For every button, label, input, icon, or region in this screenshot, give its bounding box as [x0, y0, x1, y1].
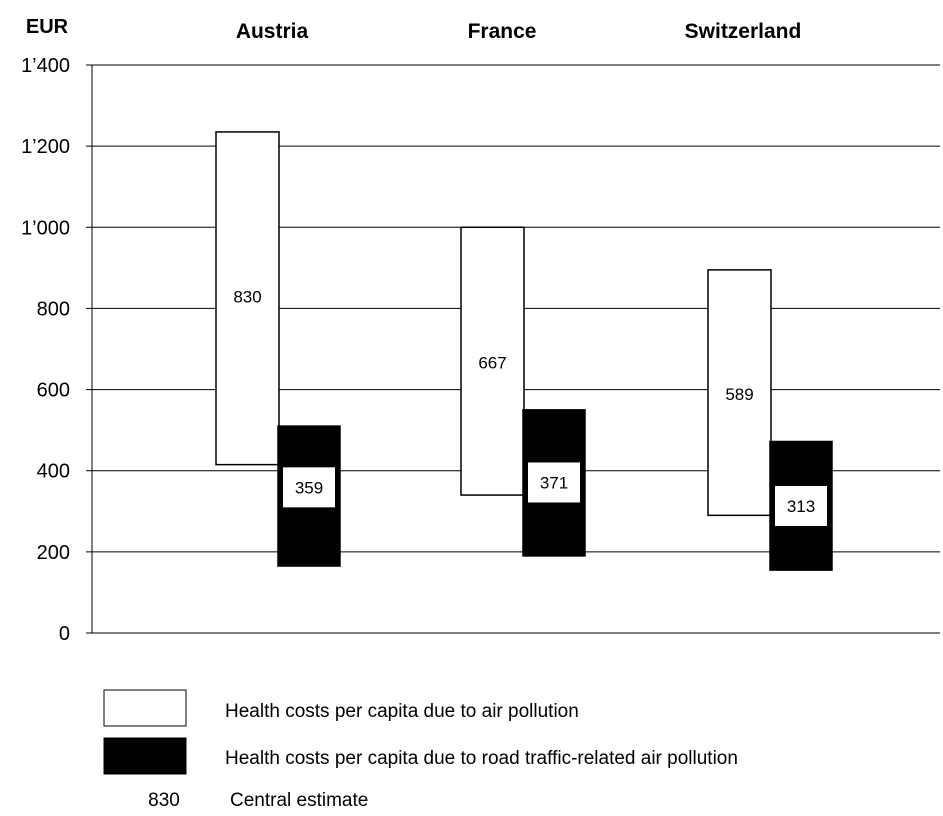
legend-swatch-road-traffic [103, 737, 187, 775]
category-label-switzerland: Switzerland [685, 20, 802, 43]
central-box-road-traffic-france [528, 462, 580, 503]
legend-central-label: Central estimate [230, 790, 368, 811]
central-label-air-pollution-switzerland: 589 [725, 385, 753, 404]
category-label-france: France [468, 20, 537, 43]
central-label-road-traffic-switzerland: 313 [787, 497, 815, 516]
y-tick-label-400: 400 [37, 461, 70, 483]
y-tick-label-1400: 1’400 [21, 55, 70, 77]
legend: Health costs per capita due to air pollu… [103, 689, 738, 811]
bar-air-pollution-france [460, 226, 525, 496]
central-box-road-traffic-austria [283, 467, 335, 508]
central-label-road-traffic-france: 371 [540, 473, 568, 492]
y-tick-label-200: 200 [37, 542, 70, 564]
y-axis-label: EUR [26, 16, 69, 38]
central-label-air-pollution-france: 667 [478, 353, 506, 372]
y-tick-label-1000: 1’000 [21, 217, 70, 239]
y-tick-label-600: 600 [37, 380, 70, 402]
y-tick-label-1200: 1’200 [21, 136, 70, 158]
legend-label-air-pollution: Health costs per capita due to air pollu… [225, 701, 579, 722]
central-label-road-traffic-austria: 359 [295, 478, 323, 497]
y-ticks: 0 200 400 600 800 1’000 1’200 1’400 [21, 55, 92, 645]
bars: 830 667 589 359 371 313 [215, 131, 833, 571]
bar-air-pollution-switzerland [707, 269, 772, 517]
central-box-road-traffic-switzerland [775, 486, 827, 527]
legend-swatch-air-pollution [103, 689, 187, 727]
central-label-air-pollution-austria: 830 [233, 287, 261, 306]
bar-air-pollution-austria [215, 131, 280, 466]
y-tick-label-0: 0 [59, 623, 70, 645]
category-labels: Austria France Switzerland [236, 20, 802, 43]
legend-label-road-traffic: Health costs per capita due to road traf… [225, 748, 738, 769]
y-tick-label-800: 800 [37, 298, 70, 320]
legend-central-sample: 830 [148, 790, 180, 811]
category-label-austria: Austria [236, 20, 309, 43]
